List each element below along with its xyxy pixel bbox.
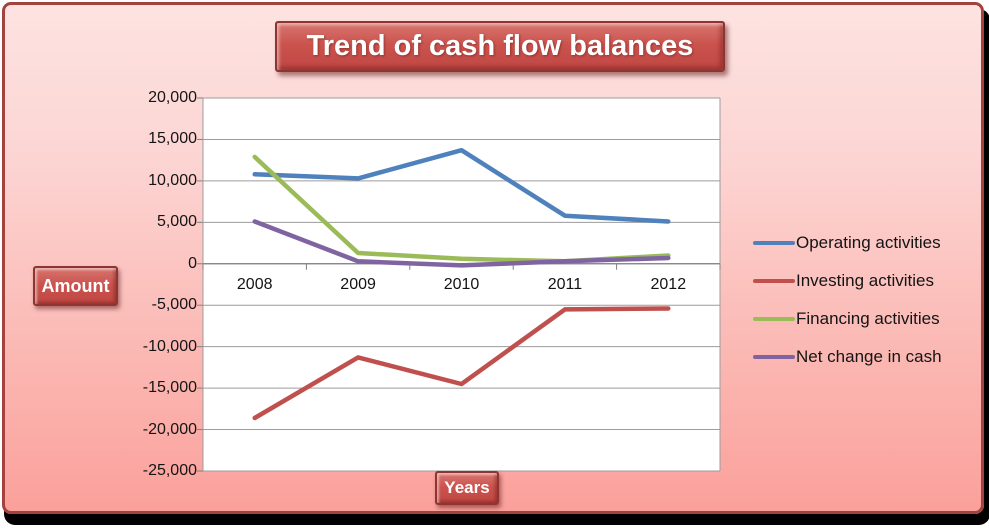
y-axis-labels: 20,000 15,000 10,000 5,000 0 -5,000 -10,000 -15…: [101, 89, 197, 479]
y-tick-label: 20,000: [148, 89, 197, 106]
x-tick-label: 2010: [444, 276, 480, 293]
chart-frame: Trend of cash flow balances Amount 20,00…: [2, 2, 984, 514]
x-tick-label: 2011: [548, 276, 583, 293]
chart-title-box: Trend of cash flow balances: [275, 21, 725, 72]
legend-label: Net change in cash: [796, 347, 942, 366]
chart-title: Trend of cash flow balances: [306, 30, 694, 62]
legend-item: Investing activities: [753, 262, 975, 300]
legend-swatch-icon: [753, 241, 795, 245]
series-line-net-change-in-cash: [252, 219, 671, 268]
x-tick-label: 2009: [340, 276, 376, 293]
legend: Operating activities Investing activities…: [753, 224, 975, 376]
y-tick-label: 15,000: [148, 130, 197, 148]
plot-area: 2008 2009 2010 2011 2012: [197, 97, 721, 472]
legend-swatch-icon: [753, 355, 795, 359]
y-tick-label: -5,000: [151, 296, 197, 314]
y-tick-label: 5,000: [156, 213, 197, 231]
legend-label: Financing activities: [796, 309, 940, 328]
x-tick-label: 2012: [651, 276, 687, 293]
legend-item: Financing activities: [753, 300, 975, 338]
legend-label: Investing activities: [796, 271, 934, 290]
y-axis-title-box: Amount: [33, 266, 118, 306]
series-line-operating-activities: [252, 147, 671, 224]
series-line-investing-activities: [252, 306, 671, 421]
y-tick-label: -15,000: [142, 379, 197, 397]
y-tick-label: -10,000: [142, 337, 197, 355]
legend-item: Operating activities: [753, 224, 975, 262]
x-axis-title: Years: [444, 478, 490, 497]
y-tick-label: -20,000: [142, 420, 197, 438]
y-tick-label: -25,000: [142, 462, 197, 479]
legend-item: Net change in cash: [753, 338, 975, 376]
y-tick-label: 0: [188, 254, 197, 272]
legend-swatch-icon: [753, 317, 795, 321]
legend-swatch-icon: [753, 279, 795, 283]
x-tick-label: 2008: [237, 276, 273, 293]
y-tick-label: 10,000: [148, 171, 197, 189]
legend-label: Operating activities: [796, 233, 941, 252]
y-axis-title: Amount: [41, 275, 110, 296]
plot-svg: 2008 2009 2010 2011 2012: [197, 97, 721, 472]
x-axis-title-box: Years: [435, 471, 499, 505]
